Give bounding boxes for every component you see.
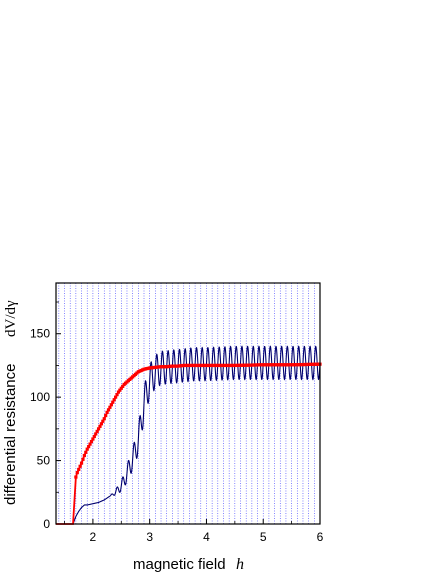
series-red-point	[94, 432, 98, 436]
series-red-point	[102, 417, 106, 421]
series-red-point	[74, 475, 78, 479]
series-red-point	[78, 464, 82, 468]
series-red-point	[92, 434, 96, 439]
x-tick-label: 5	[260, 530, 267, 544]
series-red-point	[104, 413, 108, 418]
series-red-point	[91, 437, 95, 441]
series-red-point	[106, 408, 111, 412]
y-tick-label: 150	[30, 327, 50, 341]
y-tick-label: 100	[30, 390, 50, 404]
series-red-point	[108, 405, 112, 409]
series-red-point	[95, 429, 99, 434]
series-red-point	[105, 410, 109, 414]
x-tick-label: 4	[203, 530, 210, 544]
series-red-point	[118, 388, 122, 392]
vertical-grid	[58, 283, 315, 524]
series-red-point	[84, 450, 88, 454]
series-red-point	[82, 453, 86, 458]
series-red-point	[112, 398, 116, 402]
series-red-point	[109, 403, 113, 407]
series-red-point	[116, 390, 121, 394]
y-axis-label: differential resistance	[2, 364, 19, 505]
x-tick-label: 2	[90, 530, 97, 544]
series-red-point	[96, 427, 101, 431]
series-red-point	[98, 424, 102, 428]
series-red-point	[89, 439, 94, 444]
series-red-point	[87, 445, 91, 449]
series-red-point	[88, 442, 92, 446]
series-red-point	[79, 461, 84, 465]
x-tick-label: 3	[146, 530, 153, 544]
y-axis-label-group: differential resistance dV/dγ	[2, 300, 19, 505]
series-red-point	[85, 447, 89, 451]
x-axis-symbol: h	[236, 556, 244, 573]
x-tick-label: 6	[317, 530, 324, 544]
series-red-point	[81, 457, 85, 461]
series-red-point	[121, 384, 125, 388]
series-red-point	[99, 422, 104, 426]
series-red-point	[75, 471, 79, 475]
axis-ticks: 2 3 4 5 6 0 50 100 150	[30, 301, 324, 544]
y-axis-symbol: dV/dγ	[3, 300, 19, 337]
series-red-point	[101, 419, 105, 423]
x-axis-label: magnetic field	[133, 556, 226, 573]
series-blue-line	[56, 345, 321, 525]
series-red-point	[111, 400, 115, 404]
y-tick-label: 50	[37, 454, 51, 468]
y-tick-label: 0	[43, 517, 50, 531]
series-red-point	[115, 393, 119, 397]
series-red-point	[119, 386, 123, 390]
series-red-point	[77, 467, 81, 472]
series-group	[56, 345, 322, 525]
series-red-point	[114, 395, 118, 399]
plot-frame	[55, 282, 321, 525]
